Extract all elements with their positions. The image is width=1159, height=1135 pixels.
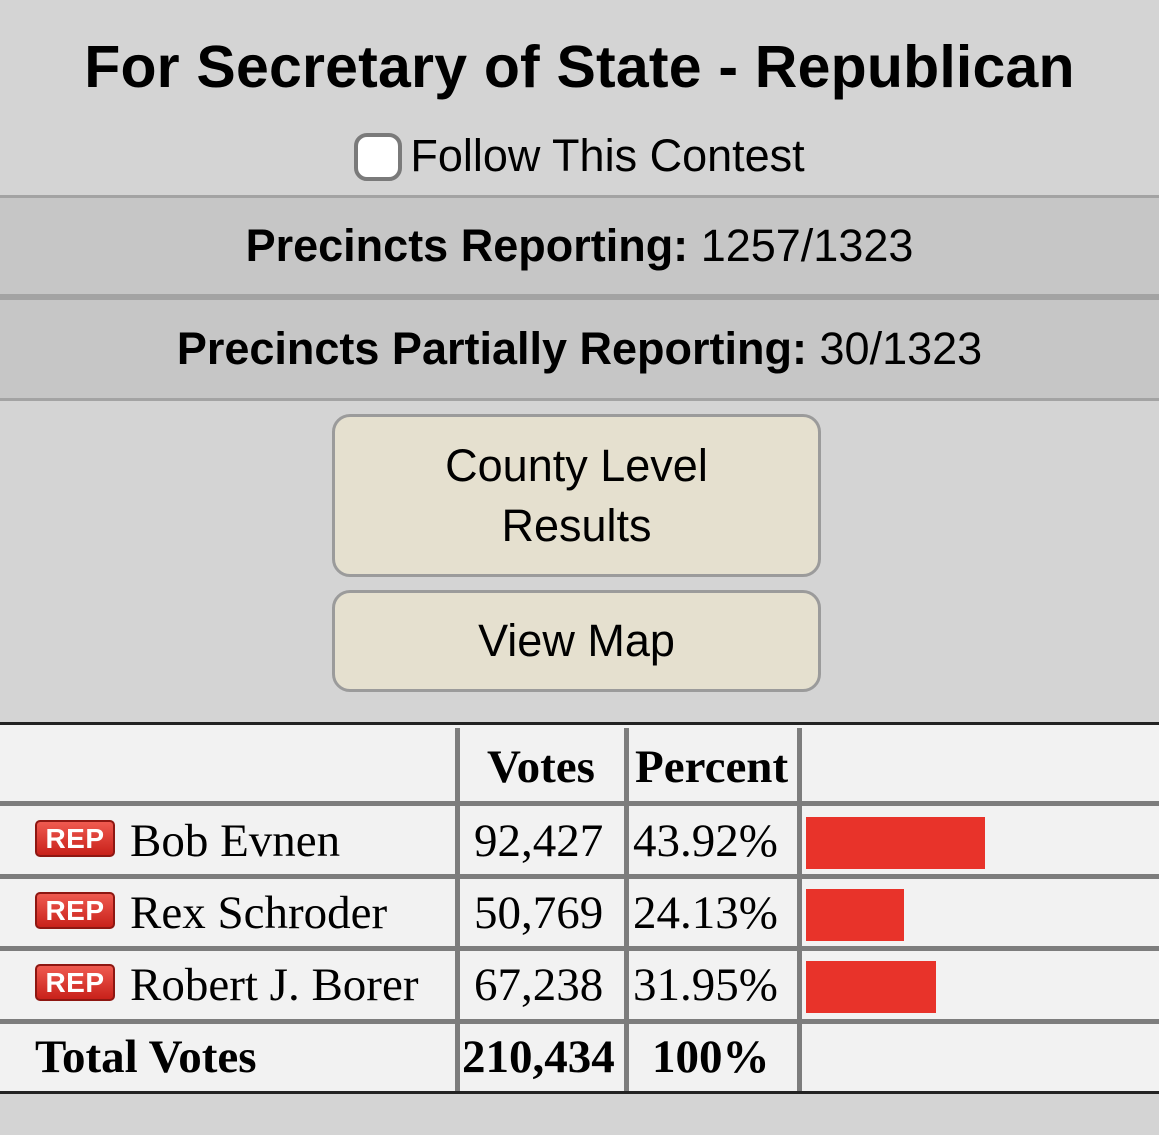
- candidate-votes: 92,427: [474, 815, 604, 867]
- candidate-percent: 31.95%: [633, 959, 778, 1011]
- candidate-percent: 43.92%: [633, 815, 778, 867]
- candidate-name: Bob Evnen: [130, 815, 341, 867]
- column-divider: [624, 728, 629, 1091]
- party-badge-rep: REP: [35, 892, 115, 929]
- vote-share-bar: [806, 961, 936, 1013]
- results-table: Votes Percent REP Bob Evnen 92,427 43.92…: [0, 722, 1159, 1094]
- contest-title: For Secretary of State - Republican: [84, 34, 1075, 100]
- candidate-name: Rex Schroder: [130, 887, 388, 939]
- follow-contest-row[interactable]: Follow This Contest: [0, 126, 1159, 186]
- candidate-votes: 50,769: [474, 887, 604, 939]
- column-divider: [455, 728, 460, 1091]
- candidate-percent: 24.13%: [633, 887, 778, 939]
- total-votes-label: Total Votes: [35, 1031, 257, 1083]
- precincts-reporting-band: Precincts Reporting: 1257/1323: [0, 195, 1159, 297]
- county-level-results-button[interactable]: County Level Results: [332, 414, 821, 577]
- candidate-votes: 67,238: [474, 959, 604, 1011]
- candidate-name: Robert J. Borer: [130, 959, 419, 1011]
- precincts-reporting-value: 1257/1323: [700, 220, 914, 271]
- party-badge-rep: REP: [35, 820, 115, 857]
- precincts-reporting-label: Precincts Reporting:: [245, 220, 689, 271]
- precincts-partial-value: 30/1323: [819, 323, 983, 374]
- total-percent-value: 100%: [652, 1031, 770, 1083]
- row-divider: [0, 874, 1159, 879]
- total-votes-value: 210,434: [462, 1031, 615, 1083]
- votes-column-header: Votes: [487, 741, 595, 793]
- follow-contest-checkbox[interactable]: [354, 133, 403, 181]
- precincts-partial-label: Precincts Partially Reporting:: [176, 323, 807, 374]
- view-map-button[interactable]: View Map: [332, 590, 821, 692]
- follow-contest-label[interactable]: Follow This Contest: [410, 130, 805, 181]
- vote-share-bar: [806, 817, 985, 869]
- row-divider: [0, 801, 1159, 806]
- column-divider: [797, 728, 802, 1091]
- party-badge-rep: REP: [35, 964, 115, 1001]
- row-divider: [0, 946, 1159, 951]
- precincts-partial-band: Precincts Partially Reporting: 30/1323: [0, 297, 1159, 401]
- percent-column-header: Percent: [635, 741, 789, 793]
- row-divider: [0, 1019, 1159, 1024]
- vote-share-bar: [806, 889, 904, 941]
